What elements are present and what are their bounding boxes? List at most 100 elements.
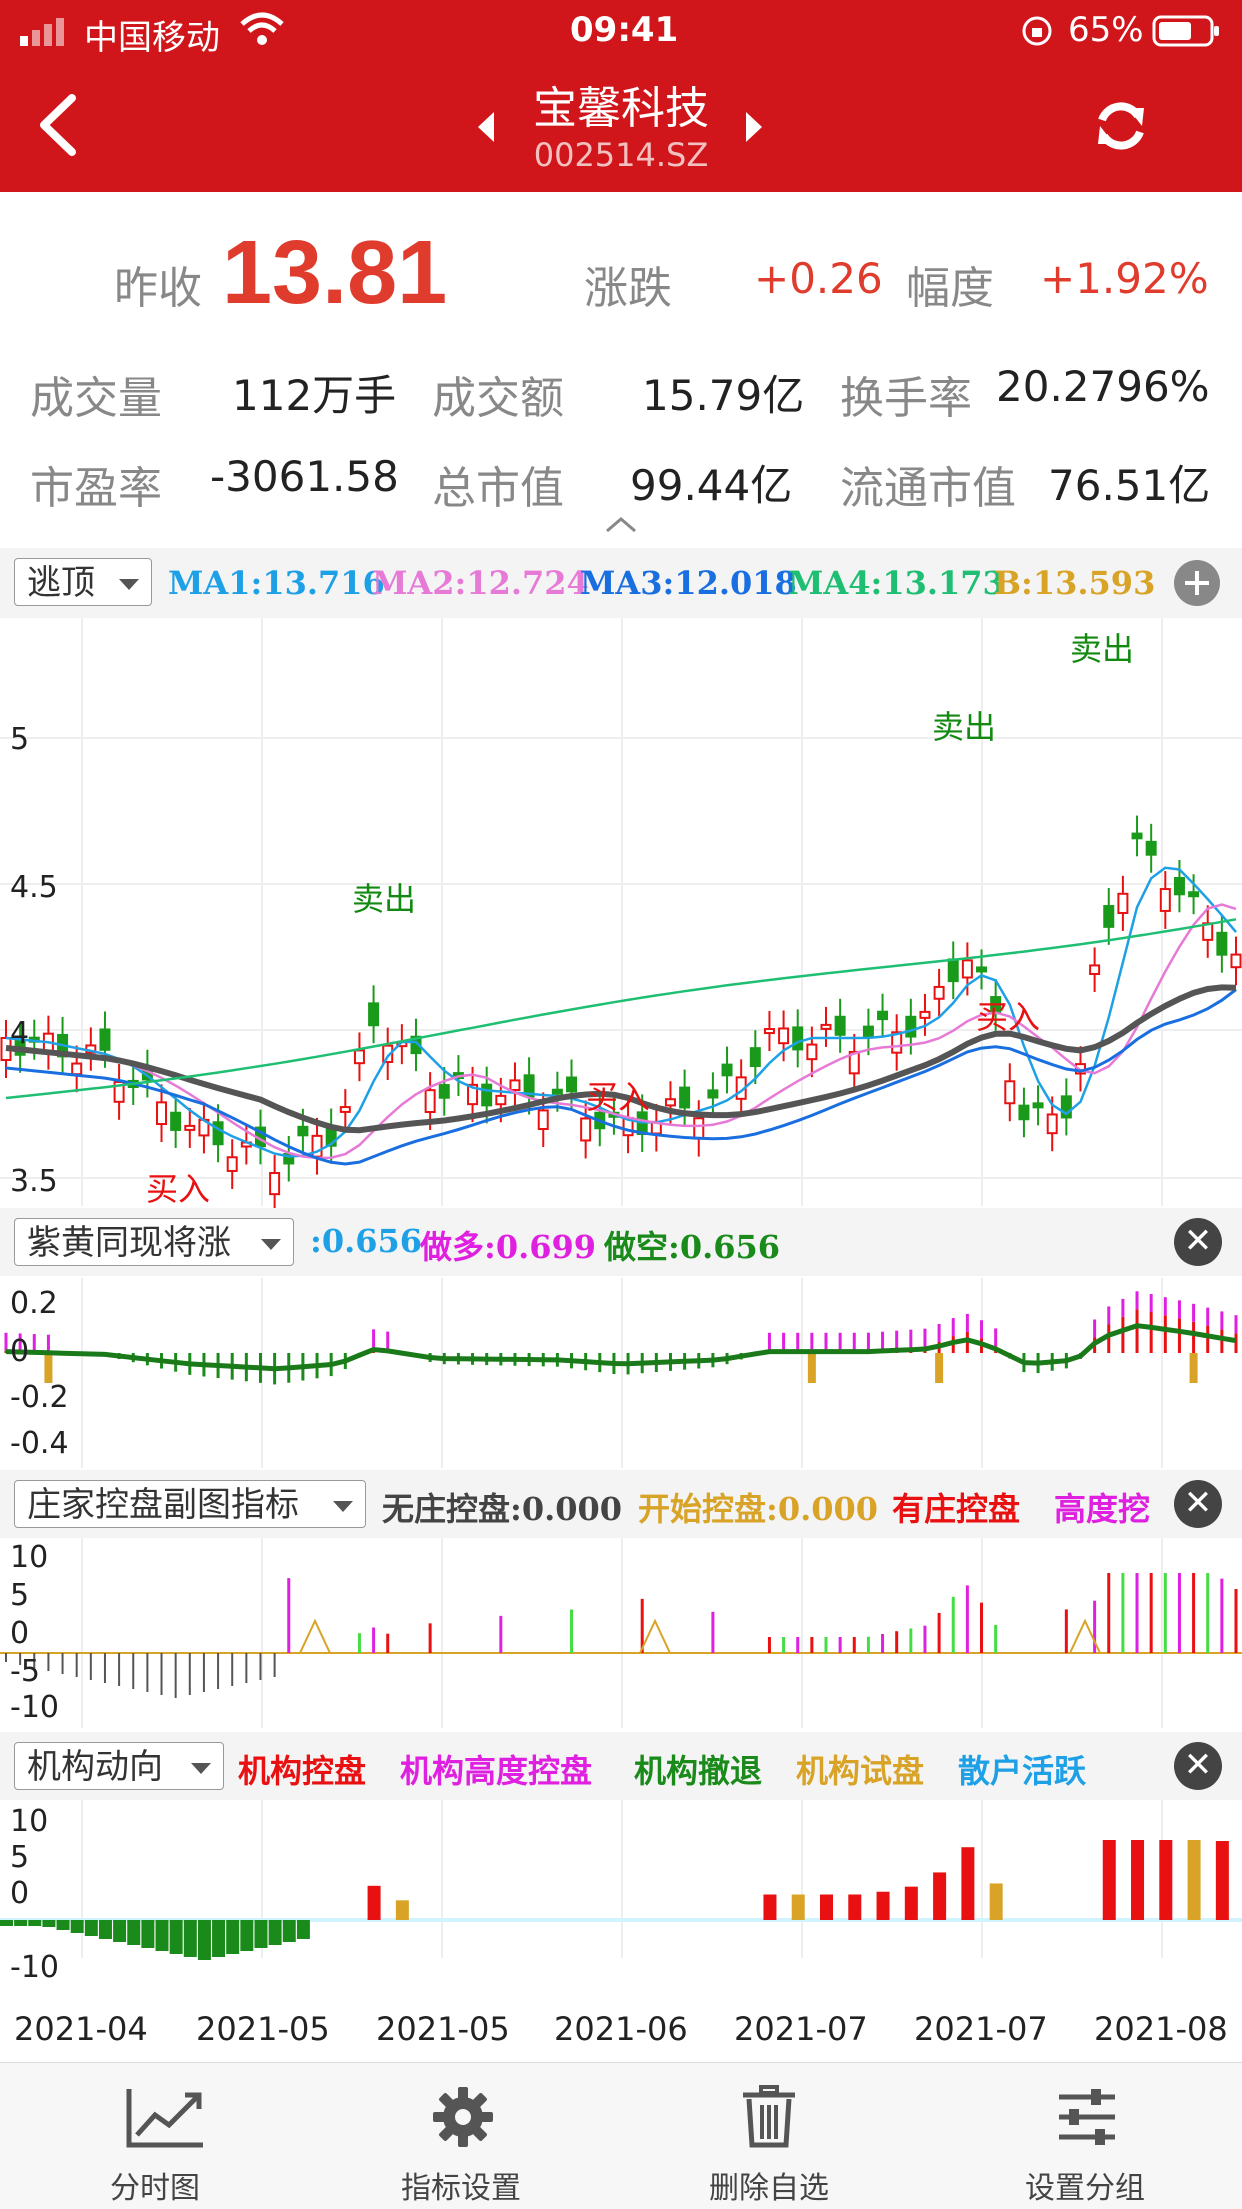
- p4-bar: [763, 1894, 777, 1920]
- main-indicator-name: 逃顶: [27, 563, 95, 603]
- macd-bar-gold: [935, 1353, 944, 1383]
- candle-body: [1032, 1102, 1044, 1109]
- change-value: +0.26: [754, 254, 883, 303]
- p2-tick: -0.2: [10, 1380, 69, 1415]
- set-group-label: 设置分组: [1025, 2171, 1145, 2206]
- ma3-value: MA3:12.018: [580, 564, 797, 602]
- p4-bar: [282, 1920, 296, 1942]
- candle-body: [961, 959, 973, 979]
- buy-signal: 买入: [586, 1078, 651, 1116]
- candle-body: [551, 1088, 563, 1095]
- indicator-settings-button[interactable]: 指标设置: [306, 2063, 616, 2209]
- amplitude-value: +1.92%: [1040, 254, 1209, 303]
- indicator4-name: 机构动向: [27, 1747, 163, 1787]
- p4-bar: [70, 1920, 84, 1933]
- p3-tick: 0: [10, 1616, 30, 1651]
- main-indicator-bar: 逃顶 MA1:13.716 MA2:12.724 MA3:12.018 MA4:…: [0, 548, 1242, 618]
- candle-body: [1230, 953, 1242, 969]
- dropdown-caret-icon: [333, 1501, 353, 1512]
- x-tick: 2021-04: [14, 2010, 148, 2048]
- p4-tick: 10: [10, 1804, 49, 1839]
- dropdown-caret-icon: [191, 1763, 211, 1774]
- turnover-amount-value: 15.79亿: [642, 371, 805, 420]
- candle-body: [353, 1049, 365, 1065]
- p4-bar: [395, 1900, 409, 1920]
- add-indicator-icon[interactable]: [1174, 560, 1220, 606]
- p3-spike: [299, 1618, 331, 1654]
- prev-stock-button[interactable]: [476, 110, 496, 148]
- stock-code: 002514.SZ: [533, 136, 709, 174]
- trash-icon: [743, 2085, 795, 2148]
- wifi-icon: [240, 12, 284, 50]
- candle-body: [467, 1083, 479, 1106]
- collapse-chevron-icon[interactable]: [604, 514, 638, 538]
- candle-body: [1103, 905, 1115, 928]
- p4-tick: -10: [10, 1950, 59, 1985]
- p4-bar: [197, 1920, 211, 1960]
- p4-bar: [268, 1920, 282, 1945]
- candle-body: [156, 1101, 168, 1126]
- p4-bar: [296, 1920, 310, 1939]
- candle-body: [1159, 888, 1171, 912]
- ma1-line: [5, 866, 1237, 1158]
- candle-body: [820, 1023, 832, 1030]
- indicator2-value: :0.656: [310, 1222, 423, 1260]
- carrier-name: 中国移动: [84, 18, 220, 58]
- candle-body: [933, 985, 945, 1000]
- candle-body: [170, 1111, 182, 1131]
- close-indicator3-icon[interactable]: ✕: [1174, 1480, 1222, 1528]
- delete-watchlist-label: 删除自选: [709, 2171, 829, 2206]
- candle-body: [438, 1084, 450, 1099]
- change-label: 涨跌: [584, 263, 672, 314]
- p3-tick: -5: [10, 1654, 40, 1689]
- p4-bar: [254, 1920, 268, 1948]
- candle-body: [1131, 832, 1143, 840]
- indicator3-dropdown[interactable]: 庄家控盘副图指标: [14, 1480, 366, 1528]
- p4-bar: [876, 1891, 890, 1920]
- volume-value: 112万手: [232, 371, 397, 420]
- p4-bar: [98, 1920, 112, 1939]
- signal-icon: [20, 16, 72, 50]
- x-tick: 2021-07: [734, 2010, 868, 2048]
- back-button[interactable]: [36, 92, 80, 162]
- buy-signal: 买入: [146, 1170, 211, 1208]
- candle-body: [297, 1125, 309, 1137]
- indicator-bar-2: 紫黄同现将涨 :0.656 做多:0.699 做空:0.656 ✕: [0, 1208, 1242, 1276]
- candle-body: [509, 1079, 521, 1092]
- p3-tick: 10: [10, 1540, 49, 1575]
- close-indicator4-icon[interactable]: ✕: [1174, 1742, 1222, 1790]
- turnover-rate-label: 换手率: [840, 373, 972, 424]
- turnover-rate-value: 20.2796%: [996, 362, 1210, 411]
- prev-close-value: 13.81: [222, 223, 448, 323]
- set-group-button[interactable]: 设置分组: [930, 2063, 1240, 2209]
- clock: 09:41: [570, 10, 679, 50]
- indicator2-dropdown[interactable]: 紫黄同现将涨: [14, 1218, 294, 1266]
- close-indicator2-icon[interactable]: ✕: [1174, 1218, 1222, 1266]
- timeshare-label: 分时图: [110, 2171, 200, 2206]
- candle-body: [679, 1086, 691, 1109]
- indicator4-dropdown[interactable]: 机构动向: [14, 1742, 224, 1790]
- next-stock-button[interactable]: [744, 110, 764, 148]
- candle-body: [566, 1076, 578, 1093]
- p4-bar: [0, 1920, 13, 1926]
- candle-body: [749, 1047, 761, 1068]
- candle-body: [891, 1031, 903, 1054]
- main-indicator-dropdown[interactable]: 逃顶: [14, 558, 152, 606]
- volume-label: 成交量: [30, 373, 162, 424]
- inst-retreat-label: 机构撤退: [634, 1752, 763, 1790]
- kline-chart[interactable]: [0, 618, 1242, 2010]
- sell-signal: 卖出: [352, 880, 417, 918]
- float-cap-label: 流通市值: [840, 463, 1016, 514]
- p4-bar: [820, 1894, 833, 1920]
- candle-body: [877, 1010, 889, 1021]
- turnover-amount-label: 成交额: [432, 373, 564, 424]
- macd-line: [5, 1323, 1237, 1372]
- candle-body: [537, 1109, 549, 1130]
- p3-tick: 5: [10, 1578, 30, 1613]
- start-control-value: 开始控盘:0.000: [638, 1490, 879, 1528]
- retail-active-label: 散户活跃: [958, 1752, 1087, 1790]
- refresh-icon[interactable]: [1094, 98, 1148, 158]
- gear-icon: [433, 2087, 493, 2147]
- timeshare-button[interactable]: 分时图: [0, 2063, 310, 2209]
- delete-watchlist-button[interactable]: 删除自选: [614, 2063, 924, 2209]
